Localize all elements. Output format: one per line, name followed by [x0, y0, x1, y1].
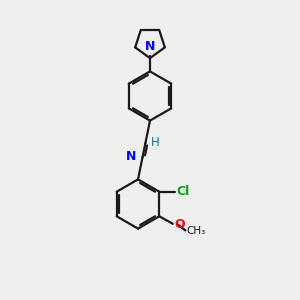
Text: N: N: [126, 150, 136, 163]
Text: N: N: [145, 40, 155, 53]
Text: Cl: Cl: [176, 185, 189, 198]
Text: H: H: [151, 136, 160, 149]
Text: CH₃: CH₃: [186, 226, 206, 236]
Text: O: O: [174, 218, 184, 231]
